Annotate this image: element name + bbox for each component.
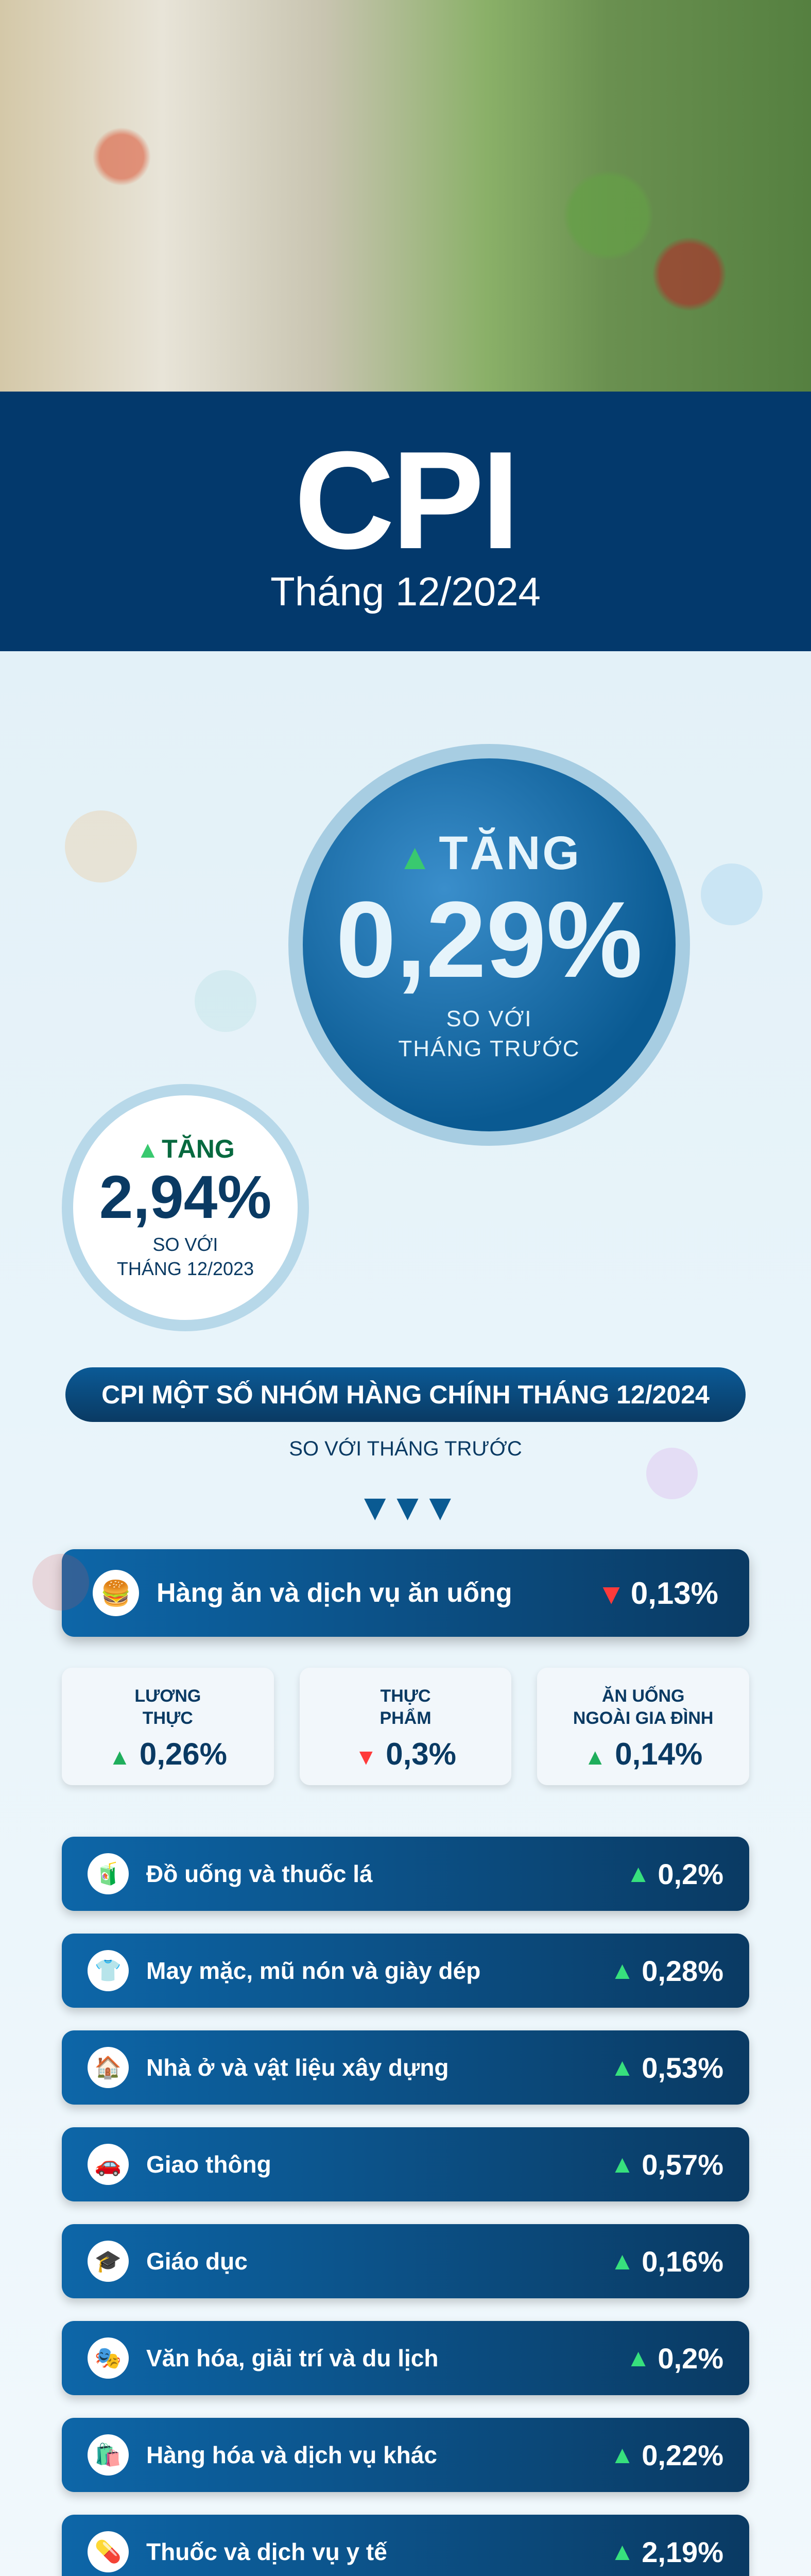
categories-ribbon: CPI MỘT SỐ NHÓM HÀNG CHÍNH THÁNG 12/2024 (65, 1367, 746, 1422)
main-subtitle: Tháng 12/2024 (0, 568, 811, 615)
tang-label: TĂNG (439, 827, 581, 879)
infographic-page: CPI Tháng 12/2024 ▲TĂNG 0,29% SO VỚI THÁ… (0, 0, 811, 2576)
main-cpi-circle: ▲TĂNG 0,29% SO VỚI THÁNG TRƯỚC (288, 744, 690, 1146)
main-title: CPI (0, 438, 811, 563)
tang-label: TĂNG (162, 1134, 235, 1163)
yoy-cpi-circle: ▲ TĂNG 2,94% SO VỚI THÁNG 12/2023 (62, 1084, 309, 1331)
arrow-up-icon: ▲ (397, 837, 433, 877)
yoy-cpi-compare: SO VỚI THÁNG 12/2023 (117, 1233, 254, 1281)
main-cpi-compare: SO VỚI THÁNG TRƯỚC (398, 1004, 580, 1063)
hero-photo (0, 0, 811, 392)
title-band: CPI Tháng 12/2024 (0, 392, 811, 651)
headline-stats-section: ▲TĂNG 0,29% SO VỚI THÁNG TRƯỚC ▲ TĂNG 2,… (0, 651, 811, 2576)
main-cpi-value: 0,29% (336, 886, 642, 994)
yoy-cpi-value: 2,94% (99, 1167, 272, 1228)
arrow-up-icon: ▲ (136, 1136, 160, 1163)
